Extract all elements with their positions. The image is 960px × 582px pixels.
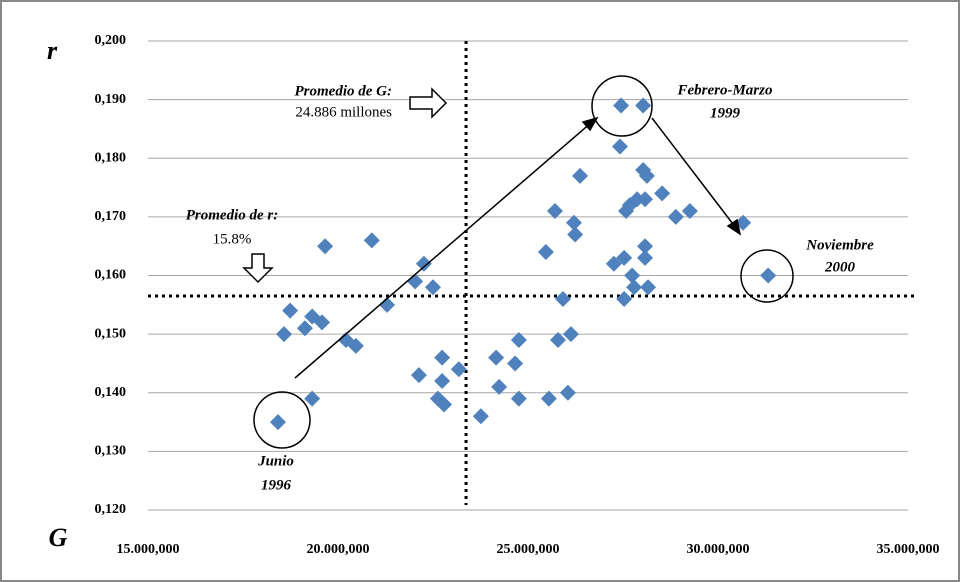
y-tick-label: 0,200 bbox=[95, 33, 127, 48]
y-tick-label: 0,170 bbox=[95, 209, 127, 224]
point bbox=[436, 396, 453, 413]
point bbox=[410, 367, 427, 384]
annotation: Promedio de G: bbox=[295, 83, 392, 99]
point bbox=[667, 208, 684, 225]
point bbox=[546, 203, 563, 220]
point bbox=[434, 349, 451, 366]
x-tick-label: 20.000,000 bbox=[307, 542, 370, 557]
point bbox=[635, 97, 652, 114]
decorations bbox=[242, 75, 794, 449]
x-tick-label: 25.000,000 bbox=[497, 542, 560, 557]
point bbox=[624, 267, 641, 284]
point bbox=[379, 296, 396, 313]
point bbox=[554, 290, 571, 307]
x-tick-label: 15.000,000 bbox=[117, 542, 180, 557]
point bbox=[616, 249, 633, 266]
annotation: Junio bbox=[257, 453, 294, 469]
x-tick-label: 35.000,000 bbox=[877, 542, 940, 557]
y-axis-title: r bbox=[47, 36, 58, 65]
point bbox=[616, 290, 633, 307]
point bbox=[572, 167, 589, 184]
point bbox=[296, 320, 313, 337]
point bbox=[637, 191, 654, 208]
point bbox=[565, 214, 582, 231]
point bbox=[491, 378, 508, 395]
point bbox=[540, 390, 557, 407]
point bbox=[317, 238, 334, 255]
point bbox=[654, 185, 671, 202]
point bbox=[562, 326, 579, 343]
y-tick-label: 0,150 bbox=[95, 326, 127, 341]
annotation: 24.886 millones bbox=[295, 104, 392, 120]
point bbox=[638, 167, 655, 184]
point bbox=[282, 302, 299, 319]
point bbox=[304, 390, 321, 407]
points bbox=[269, 97, 777, 431]
y-tick-label: 0,160 bbox=[95, 268, 127, 283]
annotations: 0,120 0,130 0,140 0,150 0,160 0,170 0,180 0,190… bbox=[95, 33, 940, 557]
y-tick-label: 0,140 bbox=[95, 385, 127, 400]
arrow-head bbox=[726, 218, 742, 236]
y-tick-label: 0,120 bbox=[95, 502, 127, 517]
point bbox=[626, 279, 643, 296]
point bbox=[347, 337, 364, 354]
highlight-circle bbox=[740, 249, 794, 303]
point bbox=[559, 384, 576, 401]
annotation: 2000 bbox=[824, 259, 856, 275]
hollow-arrow bbox=[409, 87, 448, 119]
point bbox=[640, 279, 657, 296]
point bbox=[510, 331, 527, 348]
point bbox=[637, 249, 654, 266]
trend-arrow bbox=[651, 117, 737, 229]
y-tick-label: 0,190 bbox=[95, 92, 127, 107]
highlight-circle bbox=[253, 391, 311, 449]
point bbox=[760, 267, 777, 284]
x-axis-title: G bbox=[49, 523, 68, 552]
y-tick-label: 0,130 bbox=[95, 444, 127, 459]
point bbox=[425, 279, 441, 296]
highlight-circle bbox=[591, 75, 653, 137]
point bbox=[537, 244, 554, 261]
trend-arrow bbox=[294, 121, 593, 379]
annotation: Promedio de r: bbox=[186, 207, 278, 223]
point bbox=[488, 349, 505, 366]
point bbox=[605, 255, 622, 272]
point bbox=[550, 331, 567, 348]
point bbox=[415, 255, 432, 272]
annotation: 1999 bbox=[710, 105, 741, 121]
point bbox=[637, 238, 654, 255]
point bbox=[269, 414, 286, 431]
reference-lines bbox=[148, 41, 918, 505]
point bbox=[613, 97, 630, 114]
annotation: 15.8% bbox=[213, 231, 252, 247]
point bbox=[611, 138, 628, 155]
point bbox=[314, 314, 331, 331]
point bbox=[510, 390, 527, 407]
point bbox=[507, 355, 524, 372]
hollow-arrow bbox=[242, 253, 274, 284]
x-tick-label: 30.000,000 bbox=[687, 542, 750, 557]
y-tick-label: 0,180 bbox=[95, 150, 127, 165]
annotation: Noviembre bbox=[805, 237, 874, 253]
annotation: Febrero-Marzo bbox=[676, 82, 772, 98]
point bbox=[276, 326, 293, 343]
point bbox=[681, 203, 698, 220]
point bbox=[450, 361, 467, 378]
point bbox=[434, 373, 451, 390]
arrow-head bbox=[581, 116, 599, 132]
point bbox=[567, 226, 584, 243]
point bbox=[363, 232, 380, 249]
point bbox=[472, 408, 489, 425]
annotation: 1996 bbox=[261, 477, 292, 493]
